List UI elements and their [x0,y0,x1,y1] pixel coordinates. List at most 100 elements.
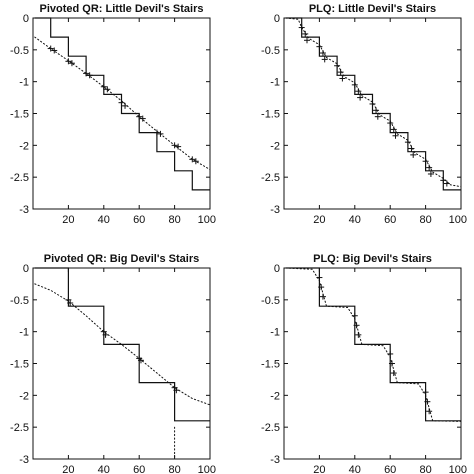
x-tick-label: 40 [349,464,361,474]
x-tick-label: 100 [198,464,216,474]
plus-marker [388,360,395,367]
plus-marker [392,132,399,139]
plus-marker [65,58,72,65]
x-tick-label: 60 [384,464,396,474]
marker-group [65,296,180,394]
plus-marker [339,75,346,82]
plus-marker [410,151,417,158]
plus-marker [355,331,362,338]
plot-frame [32,267,211,460]
x-tick-label: 60 [384,214,396,226]
plus-marker [137,357,144,364]
x-tick-label: 40 [98,464,110,474]
series-dotted-line [285,17,462,188]
plus-marker [175,143,182,150]
panel-pivoted-qr-big: Pivoted QR: Big Devil's Stairs 20 40 60 80 1… [10,253,216,474]
plus-marker [65,296,72,303]
y-tick-label: -3 [19,454,29,466]
panel-plq-little: PLQ: Little Devil's Stairs 20 40 60 80 100 0 -… [261,3,467,226]
panel-title: Pivoted QR: Little Devil's Stairs [40,3,204,15]
x-tick-label: 20 [313,214,325,226]
x-tick-label: 100 [449,214,467,226]
plus-marker [319,50,326,57]
x-tick-label: 60 [133,214,145,226]
plot-frame [283,267,462,460]
marker-group [47,45,199,165]
y-tick-label: -3 [270,204,280,216]
y-tick-label: -2 [19,390,29,402]
y-tick-label: -1.5 [261,359,280,371]
y-tick-label: -1.5 [10,359,29,371]
ticks: 20 40 60 80 100 0 -0.5 -1 -1.5 -2 -2.5 -3 [261,263,467,474]
plus-marker [136,113,143,120]
marker-group [316,274,433,415]
y-tick-label: -1 [19,77,29,89]
x-tick-label: 100 [449,464,467,474]
plus-marker [173,387,180,394]
ticks: 20 40 60 80 100 0 -0.5 -1 -1.5 -2 -2.5 -3 [10,263,216,474]
marker-group [298,24,450,187]
series-dotted-line [34,36,211,170]
plus-marker [153,129,160,136]
series-solid-line [34,267,210,422]
plus-marker [422,389,429,396]
y-tick-label: -2.5 [261,422,280,434]
x-tick-label: 80 [168,464,180,474]
plus-marker [373,107,380,114]
y-tick-label: -2 [270,390,280,402]
x-tick-label: 80 [419,464,431,474]
y-tick-label: -1 [270,327,280,339]
plus-marker [51,47,58,54]
y-tick-label: -2 [270,140,280,152]
y-tick-label: 0 [274,263,280,275]
plus-marker [374,113,381,120]
plus-marker [443,180,450,187]
plus-marker [68,60,75,67]
y-tick-label: -1 [19,327,29,339]
plus-marker [100,83,107,90]
plus-marker [404,139,411,146]
plus-marker [357,94,364,101]
y-tick-label: -2 [19,140,29,152]
x-tick-label: 40 [98,214,110,226]
plus-marker [355,88,362,95]
series-solid-line [34,17,210,191]
series-solid-line [285,267,461,422]
plus-marker [369,100,376,107]
plus-marker [387,350,394,357]
plus-marker [424,398,431,405]
plus-marker [157,130,164,137]
panel-plq-big: PLQ: Big Devil's Stairs 20 40 60 80 100 0 -0.5… [261,253,467,474]
y-tick-label: -1 [270,77,280,89]
y-tick-label: -0.5 [261,295,280,307]
plus-marker [353,322,360,329]
y-tick-label: -2.5 [261,172,280,184]
plus-marker [422,158,429,165]
plus-marker [139,115,146,122]
y-tick-label: -0.5 [261,45,280,57]
plus-marker [426,408,433,415]
x-tick-label: 80 [168,214,180,226]
y-tick-label: -2.5 [10,172,29,184]
x-tick-label: 20 [313,464,325,474]
series-group [34,17,211,191]
plus-marker [122,102,129,109]
y-tick-label: 0 [23,263,29,275]
plus-marker [440,177,447,184]
plus-marker [302,30,309,37]
ticks: 20 40 60 80 100 0 -0.5 -1 -1.5 -2 -2.5 -3 [10,13,216,226]
plus-marker [83,70,90,77]
series-dotted-line [285,267,462,422]
plus-marker [334,62,341,69]
plus-marker [47,45,54,52]
plus-marker [298,24,305,31]
x-tick-label: 80 [419,214,431,226]
x-tick-label: 60 [133,464,145,474]
y-tick-label: 0 [274,13,280,25]
panel-title: Pivoted QR: Big Devil's Stairs [44,253,199,265]
plus-marker [86,72,93,79]
plus-marker [390,126,397,133]
y-tick-label: -1.5 [261,109,280,121]
panel-title: PLQ: Little Devil's Stairs [309,3,436,15]
